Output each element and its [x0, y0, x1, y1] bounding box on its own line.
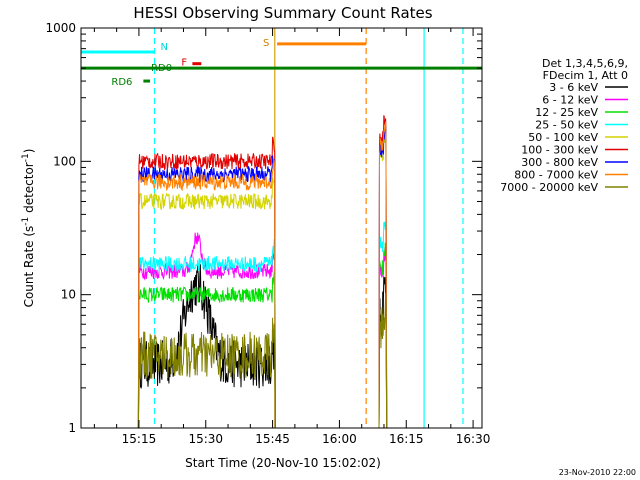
- legend-label: 800 - 7000 keV: [514, 169, 598, 182]
- y-label-sup2: -1: [21, 153, 31, 162]
- y-tick-label: 100: [53, 154, 76, 168]
- y-label-sup1: -1: [21, 217, 31, 226]
- series-line: [378, 121, 388, 429]
- legend-label: 100 - 300 keV: [521, 144, 598, 157]
- y-label-pre: Count Rate (s: [22, 226, 36, 308]
- series-line: [137, 158, 276, 429]
- plot-frame: [80, 27, 483, 429]
- y-tick-label: 10: [61, 288, 76, 302]
- series-line: [137, 271, 276, 429]
- series-line: [137, 136, 276, 429]
- flag-label: S: [263, 38, 269, 49]
- series-line: [137, 155, 276, 429]
- flag-label: RD6: [111, 77, 132, 88]
- y-tick-label: 1000: [45, 21, 76, 35]
- x-tick-label: 16:15: [389, 432, 424, 446]
- x-tick-label: 15:30: [188, 432, 223, 446]
- series-line: [378, 221, 388, 429]
- y-label-post: ): [22, 149, 36, 154]
- flag-label: F: [181, 58, 187, 69]
- x-tick-label: 15:15: [122, 432, 157, 446]
- x-tick-label: 16:00: [322, 432, 357, 446]
- legend-header-1: Det 1,3,4,5,6,9,: [542, 57, 628, 70]
- axes: 15:15 15:30 15:45 16:00 16:15 16:30 1 10 100 1000: [45, 21, 490, 446]
- x-tick-label: 15:45: [255, 432, 290, 446]
- chart-title: HESSI Observing Summary Count Rates: [133, 4, 432, 22]
- legend-label: 25 - 50 keV: [535, 119, 598, 132]
- flag-label: N: [161, 42, 168, 53]
- series-line: [378, 292, 388, 429]
- plot-data: N F RD0 RD6 S: [81, 28, 482, 429]
- legend-label: 50 - 100 keV: [528, 131, 598, 144]
- legend-label: 6 - 12 keV: [542, 94, 598, 107]
- legend-label: 300 - 800 keV: [521, 156, 598, 169]
- y-tick-label: 1: [68, 421, 76, 435]
- legend: Det 1,3,4,5,6,9, FDecim 1, Att 0 3 - 6 k…: [500, 57, 628, 194]
- legend-label: 3 - 6 keV: [549, 81, 598, 94]
- y-label-mid: detector: [22, 162, 36, 217]
- series-line: [137, 177, 276, 429]
- series-line: [378, 242, 388, 429]
- legend-label: 7000 - 20000 keV: [500, 181, 598, 194]
- series-line: [378, 125, 388, 429]
- legend-header-2: FDecim 1, Att 0: [543, 69, 628, 82]
- legend-label: 12 - 25 keV: [535, 106, 598, 119]
- x-axis-label: Start Time (20-Nov-10 15:02:02): [185, 456, 381, 470]
- footer-date: 23-Nov-2010 22:00: [559, 468, 636, 477]
- flag-label: RD0: [151, 63, 172, 74]
- x-tick-label: 16:30: [456, 432, 491, 446]
- series-line: [137, 317, 276, 429]
- series-line: [137, 239, 276, 429]
- y-axis-label: Count Rate (s-1 detector-1): [21, 149, 36, 308]
